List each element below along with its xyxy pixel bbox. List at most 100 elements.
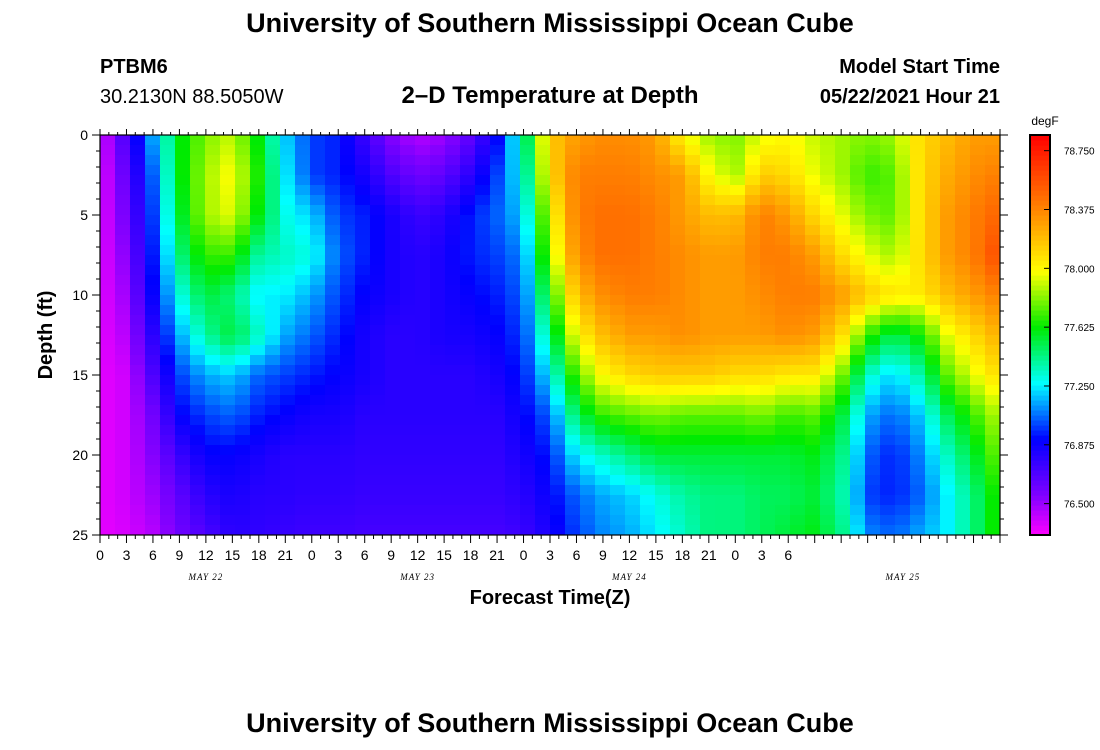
heatmap-cell <box>805 515 821 526</box>
heatmap-cell <box>160 475 176 486</box>
x-tick-label: 9 <box>387 547 395 563</box>
heatmap-cell <box>340 235 356 246</box>
heatmap-cell <box>355 425 371 436</box>
heatmap-cell <box>805 275 821 286</box>
heatmap-cell <box>880 405 896 416</box>
heatmap-cell <box>940 225 956 236</box>
heatmap-cell <box>190 395 206 406</box>
heatmap-cell <box>160 505 176 516</box>
heatmap-cell <box>460 205 476 216</box>
heatmap-cell <box>415 305 431 316</box>
date-label: MAY 24 <box>611 572 647 582</box>
heatmap-cell <box>670 165 686 176</box>
heatmap-cell <box>820 505 836 516</box>
heatmap-cell <box>775 485 791 496</box>
heatmap-cell <box>925 225 941 236</box>
heatmap-cell <box>130 505 146 516</box>
heatmap-cell <box>850 305 866 316</box>
heatmap-cell <box>850 455 866 466</box>
heatmap-cell <box>280 325 296 336</box>
heatmap-cell <box>535 255 551 266</box>
heatmap-cell <box>955 465 971 476</box>
heatmap-cell <box>835 485 851 496</box>
heatmap-cell <box>265 245 281 256</box>
heatmap-cell <box>955 355 971 366</box>
heatmap-cell <box>805 235 821 246</box>
heatmap-cell <box>415 235 431 246</box>
heatmap-cell <box>820 235 836 246</box>
heatmap-cell <box>235 435 251 446</box>
heatmap-cell <box>490 505 506 516</box>
heatmap-cell <box>580 325 596 336</box>
heatmap-cell <box>955 315 971 326</box>
heatmap-cell <box>310 245 326 256</box>
heatmap-cell <box>610 265 626 276</box>
heatmap-cell <box>190 385 206 396</box>
heatmap-cell <box>430 395 446 406</box>
heatmap-cell <box>295 475 311 486</box>
heatmap-cell <box>325 315 341 326</box>
heatmap-cell <box>610 505 626 516</box>
heatmap-cell <box>655 505 671 516</box>
heatmap-cell <box>550 195 566 206</box>
heatmap-cell <box>280 515 296 526</box>
heatmap-cell <box>400 355 416 366</box>
heatmap-cell <box>880 395 896 406</box>
colorbar-segment <box>1030 415 1050 421</box>
heatmap-cell <box>445 235 461 246</box>
heatmap-cell <box>550 405 566 416</box>
heatmap-cell <box>355 445 371 456</box>
heatmap-cell <box>850 225 866 236</box>
heatmap-cell <box>655 185 671 196</box>
colorbar-segment <box>1030 215 1050 221</box>
heatmap-cell <box>490 265 506 276</box>
heatmap-cell <box>295 175 311 186</box>
heatmap-cell <box>880 495 896 506</box>
heatmap-cell <box>760 365 776 376</box>
heatmap-cell <box>850 475 866 486</box>
heatmap-cell <box>505 465 521 476</box>
heatmap-cell <box>475 175 491 186</box>
heatmap-cell <box>985 135 1000 146</box>
heatmap-cell <box>115 155 131 166</box>
heatmap-cell <box>355 375 371 386</box>
heatmap-cell <box>745 465 761 476</box>
heatmap-cell <box>970 255 986 266</box>
heatmap-cell <box>700 165 716 176</box>
heatmap-cell <box>415 205 431 216</box>
heatmap-cell <box>790 455 806 466</box>
heatmap-cell <box>235 415 251 426</box>
heatmap-cell <box>670 145 686 156</box>
heatmap-cell <box>910 165 926 176</box>
heatmap-cell <box>415 265 431 276</box>
heatmap-cell <box>730 345 746 356</box>
heatmap-cell <box>100 435 116 446</box>
heatmap-cell <box>220 255 236 266</box>
heatmap-cell <box>865 455 881 466</box>
heatmap-cell <box>490 515 506 526</box>
heatmap-cell <box>640 165 656 176</box>
heatmap-cell <box>460 405 476 416</box>
heatmap-cell <box>940 525 956 535</box>
heatmap-cell <box>400 445 416 456</box>
heatmap-cell <box>445 185 461 196</box>
heatmap-cell <box>700 235 716 246</box>
heatmap-cell <box>820 395 836 406</box>
heatmap-cell <box>610 315 626 326</box>
heatmap-cell <box>265 295 281 306</box>
heatmap-cell <box>715 255 731 266</box>
heatmap-cell <box>520 295 536 306</box>
heatmap-cell <box>715 355 731 366</box>
heatmap-cell <box>475 335 491 346</box>
heatmap-cell <box>160 515 176 526</box>
heatmap-cell <box>385 345 401 356</box>
heatmap-cell <box>280 475 296 486</box>
colorbar-segment <box>1030 430 1050 436</box>
heatmap-cell <box>475 515 491 526</box>
heatmap-cell <box>640 265 656 276</box>
heatmap-cell <box>565 155 581 166</box>
heatmap-cell <box>340 475 356 486</box>
heatmap-cell <box>415 145 431 156</box>
heatmap-cell <box>925 485 941 496</box>
heatmap-cell <box>700 325 716 336</box>
